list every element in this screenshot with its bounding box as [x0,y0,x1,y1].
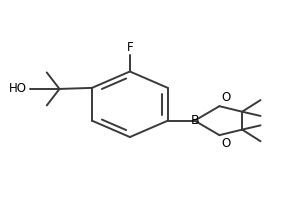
Text: O: O [222,92,231,105]
Text: HO: HO [9,82,27,95]
Text: B: B [190,114,199,127]
Text: F: F [126,41,133,54]
Text: O: O [222,137,231,150]
